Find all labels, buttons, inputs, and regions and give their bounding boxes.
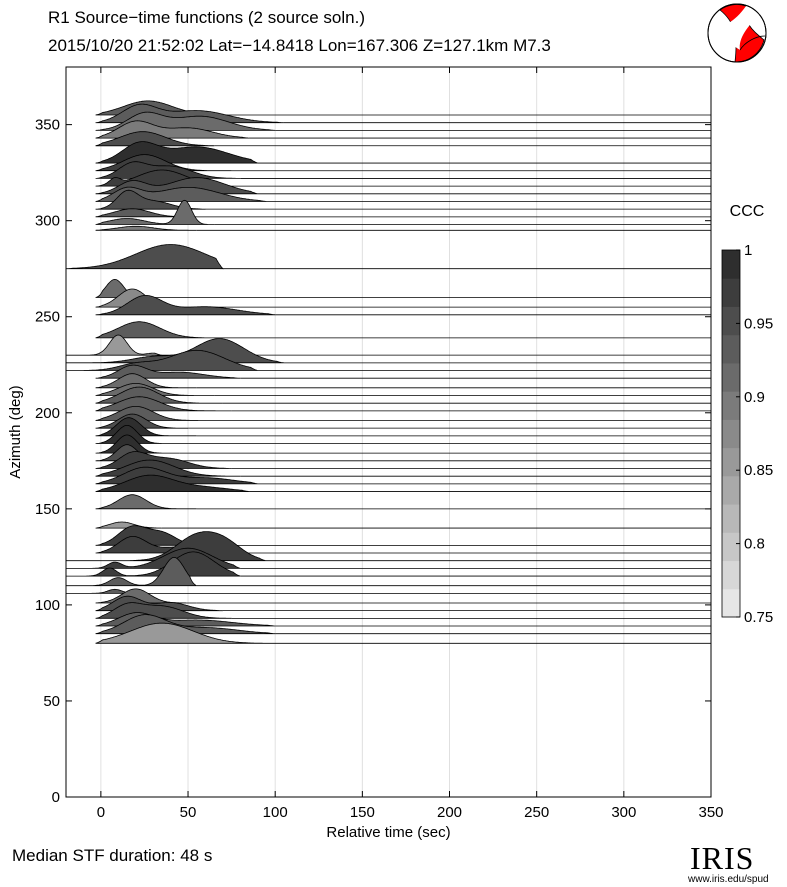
colorbar-step	[722, 532, 740, 562]
colorbar-step	[722, 419, 740, 449]
colorbar-step	[722, 447, 740, 477]
stf-trace-322	[95, 161, 241, 179]
traces	[66, 100, 711, 644]
x-tick-label: 150	[350, 804, 375, 821]
colorbar-step	[722, 362, 740, 392]
x-tick-label: 200	[437, 804, 462, 821]
y-tick-label: 300	[35, 213, 60, 230]
colorbar-frame	[721, 249, 741, 618]
colorbar-step	[722, 334, 740, 364]
stf-trace-339	[95, 131, 215, 147]
stf-trace-239	[95, 321, 206, 339]
iris-url: www.iris.edu/spud	[688, 874, 769, 885]
colorbar-tick-label: 0.95	[744, 315, 773, 332]
colorbar-step	[722, 504, 740, 533]
colorbar-step	[722, 588, 740, 618]
stf-trace-230	[66, 334, 162, 356]
plot-frame	[65, 66, 712, 798]
x-tick-label: 50	[180, 804, 197, 821]
stf-trace-179	[95, 434, 180, 454]
stf-trace-123	[66, 531, 267, 562]
x-tick-label: 100	[263, 804, 288, 821]
stf-trace-251	[95, 295, 276, 316]
colorbar-step	[722, 250, 740, 279]
stf-trace-150	[95, 494, 197, 510]
colorbar: 0.75 0.8 0.85 0.9 0.95 1 CCC	[721, 203, 773, 626]
stf-trace-159	[95, 474, 250, 492]
colorbar-tick-label: 1	[744, 242, 752, 259]
focal-mechanism-icon	[707, 3, 767, 63]
colorbar-tick-label: 0.9	[744, 389, 765, 406]
axes: 0 50 100 150 200 250 300 350 0 50 100 150 200 250 300 3…	[7, 66, 724, 841]
stf-trace-115	[66, 551, 241, 577]
stf-trace-295	[95, 225, 197, 231]
y-tick-label: 100	[35, 597, 60, 614]
event-info: 2015/10/20 21:52:02 Lat=−14.8418 Lon=167…	[48, 36, 551, 55]
stf-trace-110	[66, 556, 197, 587]
stf-trace-184	[95, 425, 188, 444]
x-axis-label: Relative time (sec)	[326, 824, 450, 841]
stf-trace-298	[95, 199, 215, 225]
colorbar-label: CCC	[730, 203, 765, 220]
stf-trace-131	[95, 525, 197, 546]
stf-trace-80	[95, 622, 267, 644]
colorbar-step	[722, 475, 740, 505]
stf-trace-140	[95, 521, 162, 529]
stf-trace-171	[95, 451, 232, 469]
x-tick-label: 350	[698, 804, 723, 821]
y-axis-label: Azimuth (deg)	[7, 385, 24, 478]
colorbar-step	[722, 306, 740, 336]
x-tick-label: 250	[524, 804, 549, 821]
colorbar-tick-label: 0.8	[744, 536, 765, 553]
median-duration: Median STF duration: 48 s	[12, 846, 213, 865]
x-tick-label: 300	[611, 804, 636, 821]
colorbar-step	[722, 560, 740, 590]
colorbar-tick-label: 0.75	[744, 609, 773, 626]
colorbar-tick-label: 0.85	[744, 462, 773, 479]
x-tick-label: 0	[97, 804, 105, 821]
stf-trace-213	[95, 373, 197, 389]
colorbar-step	[722, 278, 740, 307]
y-tick-label: 200	[35, 405, 60, 422]
y-tick-label: 50	[43, 693, 60, 710]
stf-trace-275	[66, 244, 224, 270]
y-tick-label: 250	[35, 309, 60, 326]
y-tick-label: 0	[52, 789, 60, 806]
colorbar-step	[722, 391, 740, 420]
y-tick-label: 350	[35, 117, 60, 134]
iris-logo: IRIS	[690, 840, 755, 876]
y-tick-label: 150	[35, 501, 60, 518]
chart-title: R1 Source−time functions (2 source soln.…	[48, 8, 366, 27]
stf-trace-222	[66, 349, 258, 371]
